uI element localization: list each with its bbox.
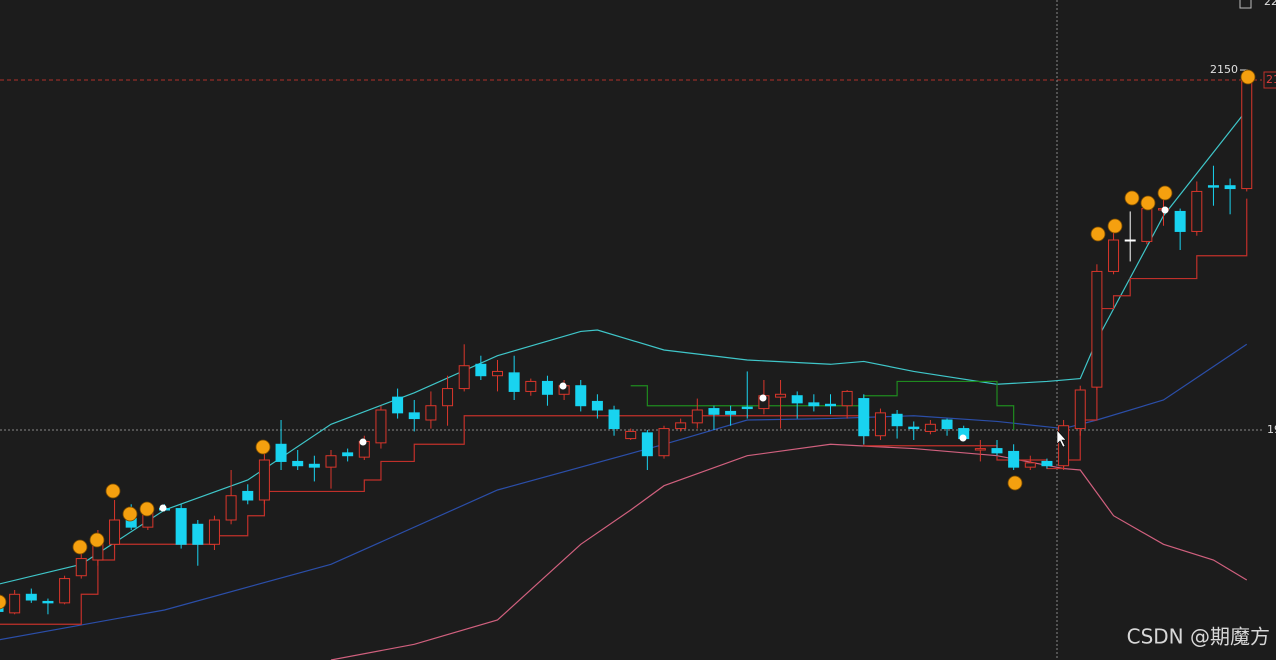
candle-body: [591, 400, 603, 411]
candle-body: [575, 385, 587, 407]
marks: [0, 70, 1253, 660]
overlay-line: [0, 109, 1248, 585]
candle-body: [275, 443, 287, 462]
candle-body: [1074, 389, 1086, 430]
candle-body: [874, 412, 886, 437]
candle-body: [1041, 460, 1053, 467]
candle-body: [42, 600, 54, 604]
candle-body: [941, 419, 953, 430]
candle-body: [475, 363, 487, 377]
candle-body: [308, 463, 320, 468]
candle-body: [442, 388, 454, 407]
candle-body: [1174, 210, 1186, 232]
high-label: 2150: [1210, 63, 1238, 76]
overlay-line: [0, 198, 1248, 625]
candle-body: [342, 452, 354, 457]
candle-body: [492, 370, 503, 377]
candle-body: [675, 422, 687, 430]
candle-body: [791, 395, 803, 404]
candle-body: [1141, 208, 1153, 242]
candle-body: [292, 460, 304, 467]
candle-body: [25, 593, 37, 601]
candle-body: [9, 593, 21, 614]
candle-body: [225, 495, 237, 521]
candle-body: [75, 558, 87, 577]
candle-body: [508, 372, 520, 392]
candle-body: [109, 519, 121, 545]
candle-body: [808, 402, 820, 407]
candle-body: [1008, 450, 1020, 468]
overlay-line: [0, 343, 1248, 641]
candle-body: [458, 365, 470, 390]
candle-body: [841, 390, 853, 407]
candle-body: [825, 403, 836, 407]
overlay-line: [330, 443, 1248, 660]
price-tag: 22: [1264, 0, 1276, 8]
signal-dots: [159, 206, 1169, 512]
signal-faces: [0, 69, 1256, 610]
candle-body: [858, 398, 870, 437]
candle-body: [908, 426, 920, 430]
candle-body: [525, 380, 537, 392]
price-tag: 19: [1267, 423, 1276, 436]
candle-body: [1224, 185, 1236, 190]
candle-body: [1024, 462, 1036, 468]
candle-body: [1191, 190, 1203, 232]
candle-body: [924, 423, 936, 432]
overlay-line: [630, 380, 1015, 430]
icon[interactable]: [1239, 0, 1252, 9]
candle-body: [208, 519, 220, 545]
candle-body: [891, 413, 903, 427]
candle-body: [175, 508, 187, 545]
candle-body: [392, 396, 404, 414]
candle-body: [59, 578, 71, 604]
candle-body: [541, 380, 553, 395]
candle-body: [641, 432, 653, 457]
candle-body: [708, 408, 720, 415]
candle-body: [325, 455, 337, 468]
candle-body: [258, 459, 270, 501]
watermark: CSDN @期魔方: [1127, 625, 1270, 649]
price-tag-box: [1263, 71, 1276, 89]
candle-body: [741, 406, 753, 410]
candle-body: [691, 409, 703, 424]
candle-body: [608, 409, 620, 430]
candle-body: [1108, 239, 1120, 272]
candle-body: [991, 448, 1003, 454]
candle-body: [408, 412, 420, 420]
candle-body: [1241, 80, 1253, 190]
candle-body: [775, 393, 787, 398]
candle-body: [625, 430, 637, 440]
candle-body: [1091, 270, 1103, 388]
candle-body: [974, 448, 986, 451]
candle-body: [192, 523, 204, 545]
candle-body: [725, 410, 737, 415]
price-tag: 21: [1266, 73, 1276, 86]
candle-body: [1124, 239, 1136, 242]
candle-body: [1207, 185, 1219, 188]
candle-body: [242, 490, 254, 501]
candle-body: [425, 405, 437, 421]
candle-body: [375, 409, 387, 444]
cursor: [1056, 429, 1067, 448]
candle-body: [658, 428, 670, 457]
